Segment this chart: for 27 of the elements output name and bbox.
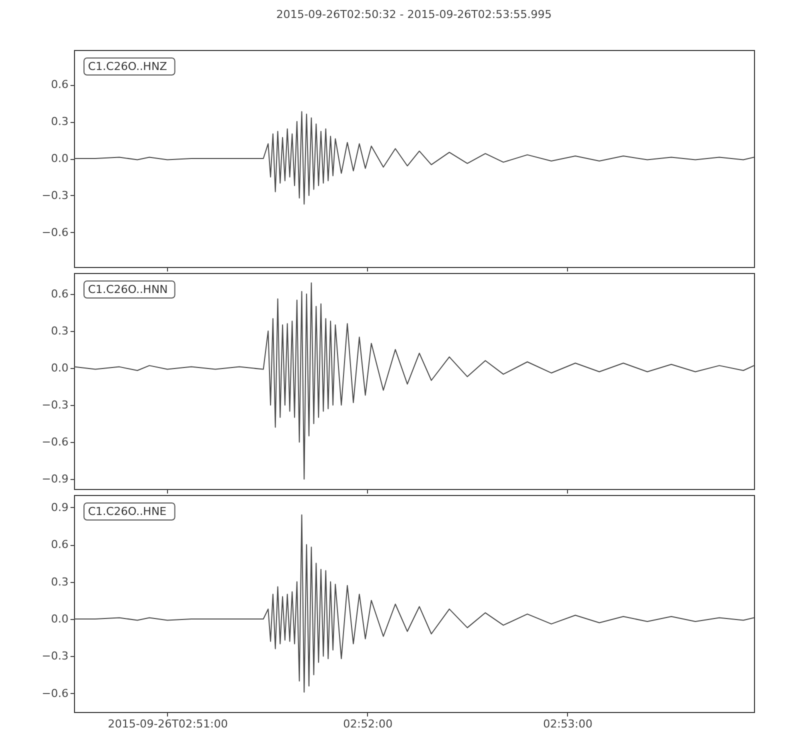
y-tick-label: 0.6 xyxy=(51,538,68,552)
y-tick-label: 0.3 xyxy=(51,324,68,338)
line-series xyxy=(74,514,754,693)
y-tick-label: 0.6 xyxy=(51,78,68,92)
y-tick-label: 0.0 xyxy=(51,362,68,375)
y-tick-label: 0.9 xyxy=(51,500,68,514)
y-tick-label: −0.9 xyxy=(42,472,68,486)
chart-title: 2015-09-26T02:50:32 - 2015-09-26T02:53:55.995 xyxy=(276,8,552,21)
y-tick-label: 0.3 xyxy=(51,575,68,588)
y-tick-label: −0.3 xyxy=(42,398,68,412)
annotation: C1.C26O..HNZ xyxy=(88,60,168,73)
y-tick-label: 0.3 xyxy=(51,115,68,128)
y-tick-label: −0.6 xyxy=(42,436,68,449)
line-series xyxy=(74,282,754,480)
y-tick-label: 0.0 xyxy=(51,612,68,626)
y-tick-label: 0.0 xyxy=(51,152,68,165)
y-tick-label: −0.6 xyxy=(42,686,68,700)
y-tick-label: −0.3 xyxy=(42,188,68,202)
y-tick-label: −0.3 xyxy=(42,650,68,663)
annotation: C1.C26O..HNN xyxy=(88,283,168,296)
x-tick-label: 02:52:00 xyxy=(343,718,393,730)
x-tick-label: 2015-09-26T02:51:00 xyxy=(108,718,228,730)
y-tick-label: −0.6 xyxy=(42,226,68,239)
x-tick-label: 02:53:00 xyxy=(543,718,592,730)
y-tick-label: 0.6 xyxy=(51,287,68,300)
line-series xyxy=(74,111,754,205)
annotation: C1.C26O..HNE xyxy=(88,505,167,518)
